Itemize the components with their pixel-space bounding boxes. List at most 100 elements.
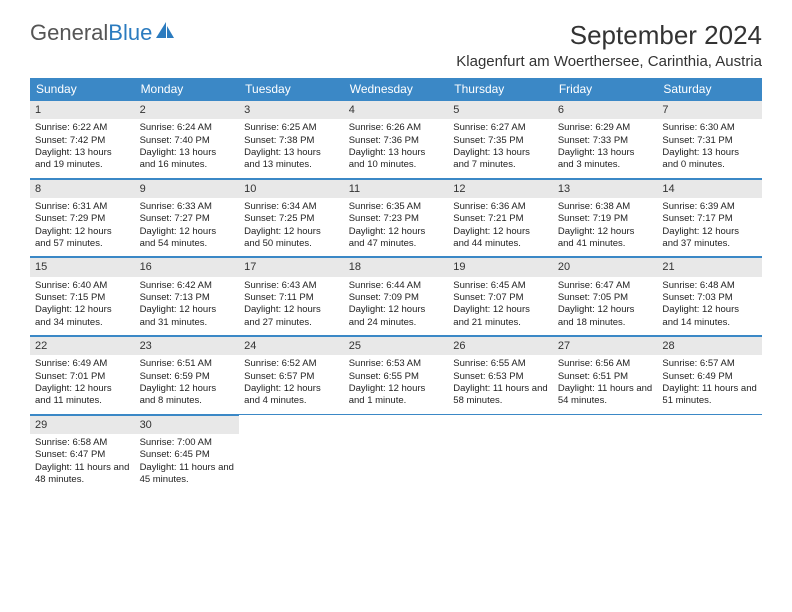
day-number: 11: [344, 179, 449, 198]
sunset-text: Sunset: 7:38 PM: [244, 135, 339, 147]
day-number: 7: [657, 100, 762, 119]
sunset-text: Sunset: 7:11 PM: [244, 292, 339, 304]
sunrise-text: Sunrise: 6:29 AM: [558, 122, 653, 134]
daylight-text: Daylight: 12 hours and 37 minutes.: [662, 226, 757, 251]
week-row: 29Sunrise: 6:58 AMSunset: 6:47 PMDayligh…: [30, 415, 762, 493]
week-row: 22Sunrise: 6:49 AMSunset: 7:01 PMDayligh…: [30, 336, 762, 415]
daylight-text: Daylight: 12 hours and 41 minutes.: [558, 226, 653, 251]
sunrise-text: Sunrise: 6:26 AM: [349, 122, 444, 134]
day-number: 2: [135, 100, 240, 119]
day-cell: 12Sunrise: 6:36 AMSunset: 7:21 PMDayligh…: [448, 179, 553, 257]
day-body: Sunrise: 6:57 AMSunset: 6:49 PMDaylight:…: [657, 355, 762, 413]
sunrise-text: Sunrise: 6:51 AM: [140, 358, 235, 370]
day-cell: [657, 415, 762, 493]
logo: GeneralBlue: [30, 20, 176, 46]
day-number: 8: [30, 179, 135, 198]
calendar-body: 1 Sunrise: 6:22 AMSunset: 7:42 PM Daylight…: [30, 100, 762, 492]
day-cell: 19Sunrise: 6:45 AMSunset: 7:07 PMDayligh…: [448, 257, 553, 335]
week-row: 15Sunrise: 6:40 AMSunset: 7:15 PMDayligh…: [30, 257, 762, 336]
sunrise-text: Sunrise: 6:27 AM: [453, 122, 548, 134]
location: Klagenfurt am Woerthersee, Carinthia, Au…: [456, 53, 762, 70]
sunrise-text: Sunrise: 7:00 AM: [140, 437, 235, 449]
sunrise-text: Sunrise: 6:22 AM: [35, 122, 130, 134]
day-number: 27: [553, 336, 658, 355]
day-number: 1: [30, 100, 135, 119]
sunrise-text: Sunrise: 6:43 AM: [244, 280, 339, 292]
sunrise-text: Sunrise: 6:49 AM: [35, 358, 130, 370]
sunrise-text: Sunrise: 6:52 AM: [244, 358, 339, 370]
logo-text-blue: Blue: [108, 20, 152, 46]
day-body: Sunrise: 6:35 AMSunset: 7:23 PMDaylight:…: [344, 198, 449, 256]
day-number: 16: [135, 257, 240, 276]
sunset-text: Sunset: 7:07 PM: [453, 292, 548, 304]
sunrise-text: Sunrise: 6:34 AM: [244, 201, 339, 213]
day-body: Sunrise: 6:47 AMSunset: 7:05 PMDaylight:…: [553, 277, 658, 335]
daylight-text: Daylight: 11 hours and 58 minutes.: [453, 383, 548, 408]
day-body: Sunrise: 6:49 AMSunset: 7:01 PMDaylight:…: [30, 355, 135, 413]
sunset-text: Sunset: 7:40 PM: [140, 135, 235, 147]
day-number: 22: [30, 336, 135, 355]
day-number: 21: [657, 257, 762, 276]
sunset-text: Sunset: 7:36 PM: [349, 135, 444, 147]
day-number: 25: [344, 336, 449, 355]
day-cell: 5Sunrise: 6:27 AMSunset: 7:35 PMDaylight…: [448, 100, 553, 178]
sunset-text: Sunset: 6:57 PM: [244, 371, 339, 383]
daylight-text: Daylight: 12 hours and 54 minutes.: [140, 226, 235, 251]
sunset-text: Sunset: 6:51 PM: [558, 371, 653, 383]
day-number: 14: [657, 179, 762, 198]
sunset-text: Sunset: 7:42 PM: [35, 135, 130, 147]
weekday-sun: Sunday: [30, 78, 135, 100]
sunset-text: Sunset: 7:27 PM: [140, 213, 235, 225]
sunrise-text: Sunrise: 6:38 AM: [558, 201, 653, 213]
day-cell: 8Sunrise: 6:31 AMSunset: 7:29 PMDaylight…: [30, 179, 135, 257]
sunrise-text: Sunrise: 6:56 AM: [558, 358, 653, 370]
sunrise-text: Sunrise: 6:31 AM: [35, 201, 130, 213]
weekday-tue: Tuesday: [239, 78, 344, 100]
day-cell: 3Sunrise: 6:25 AMSunset: 7:38 PMDaylight…: [239, 100, 344, 178]
day-cell: 1Sunrise: 6:22 AMSunset: 7:42 PMDaylight…: [30, 100, 135, 178]
title-block: September 2024 Klagenfurt am Woerthersee…: [456, 20, 762, 70]
day-cell: [553, 415, 658, 493]
day-number: 19: [448, 257, 553, 276]
logo-sail-icon: [154, 20, 176, 46]
sunset-text: Sunset: 7:09 PM: [349, 292, 444, 304]
day-cell: 28Sunrise: 6:57 AMSunset: 6:49 PMDayligh…: [657, 336, 762, 414]
daylight-text: Daylight: 12 hours and 47 minutes.: [349, 226, 444, 251]
day-cell: 30Sunrise: 7:00 AMSunset: 6:45 PMDayligh…: [135, 415, 240, 493]
day-cell: 6Sunrise: 6:29 AMSunset: 7:33 PMDaylight…: [553, 100, 658, 178]
sunset-text: Sunset: 7:21 PM: [453, 213, 548, 225]
day-body: Sunrise: 6:36 AMSunset: 7:21 PMDaylight:…: [448, 198, 553, 256]
day-number: 10: [239, 179, 344, 198]
sunset-text: Sunset: 6:59 PM: [140, 371, 235, 383]
day-body: Sunrise: 6:55 AMSunset: 6:53 PMDaylight:…: [448, 355, 553, 413]
day-number: 4: [344, 100, 449, 119]
day-cell: 13Sunrise: 6:38 AMSunset: 7:19 PMDayligh…: [553, 179, 658, 257]
day-body: Sunrise: 6:45 AMSunset: 7:07 PMDaylight:…: [448, 277, 553, 335]
day-cell: 11Sunrise: 6:35 AMSunset: 7:23 PMDayligh…: [344, 179, 449, 257]
weekday-sat: Saturday: [657, 78, 762, 100]
day-cell: 18Sunrise: 6:44 AMSunset: 7:09 PMDayligh…: [344, 257, 449, 335]
day-number: 20: [553, 257, 658, 276]
day-body: Sunrise: 6:56 AMSunset: 6:51 PMDaylight:…: [553, 355, 658, 413]
day-number: 6: [553, 100, 658, 119]
sunrise-text: Sunrise: 6:45 AM: [453, 280, 548, 292]
day-body: Sunrise: 6:40 AMSunset: 7:15 PMDaylight:…: [30, 277, 135, 335]
daylight-text: Daylight: 12 hours and 27 minutes.: [244, 304, 339, 329]
sunset-text: Sunset: 6:55 PM: [349, 371, 444, 383]
day-body: Sunrise: 6:24 AMSunset: 7:40 PMDaylight:…: [135, 119, 240, 177]
day-body: Sunrise: 6:52 AMSunset: 6:57 PMDaylight:…: [239, 355, 344, 413]
sunrise-text: Sunrise: 6:48 AM: [662, 280, 757, 292]
day-number: 30: [135, 415, 240, 434]
day-body: Sunrise: 6:34 AMSunset: 7:25 PMDaylight:…: [239, 198, 344, 256]
daylight-text: Daylight: 11 hours and 45 minutes.: [140, 462, 235, 487]
day-body: Sunrise: 6:51 AMSunset: 6:59 PMDaylight:…: [135, 355, 240, 413]
day-body: Sunrise: 6:25 AMSunset: 7:38 PMDaylight:…: [239, 119, 344, 177]
day-body: Sunrise: 6:42 AMSunset: 7:13 PMDaylight:…: [135, 277, 240, 335]
daylight-text: Daylight: 12 hours and 24 minutes.: [349, 304, 444, 329]
sunset-text: Sunset: 7:35 PM: [453, 135, 548, 147]
day-cell: 29Sunrise: 6:58 AMSunset: 6:47 PMDayligh…: [30, 415, 135, 493]
daylight-text: Daylight: 13 hours and 10 minutes.: [349, 147, 444, 172]
week-row: 8Sunrise: 6:31 AMSunset: 7:29 PMDaylight…: [30, 179, 762, 258]
sunset-text: Sunset: 7:23 PM: [349, 213, 444, 225]
day-number: 29: [30, 415, 135, 434]
